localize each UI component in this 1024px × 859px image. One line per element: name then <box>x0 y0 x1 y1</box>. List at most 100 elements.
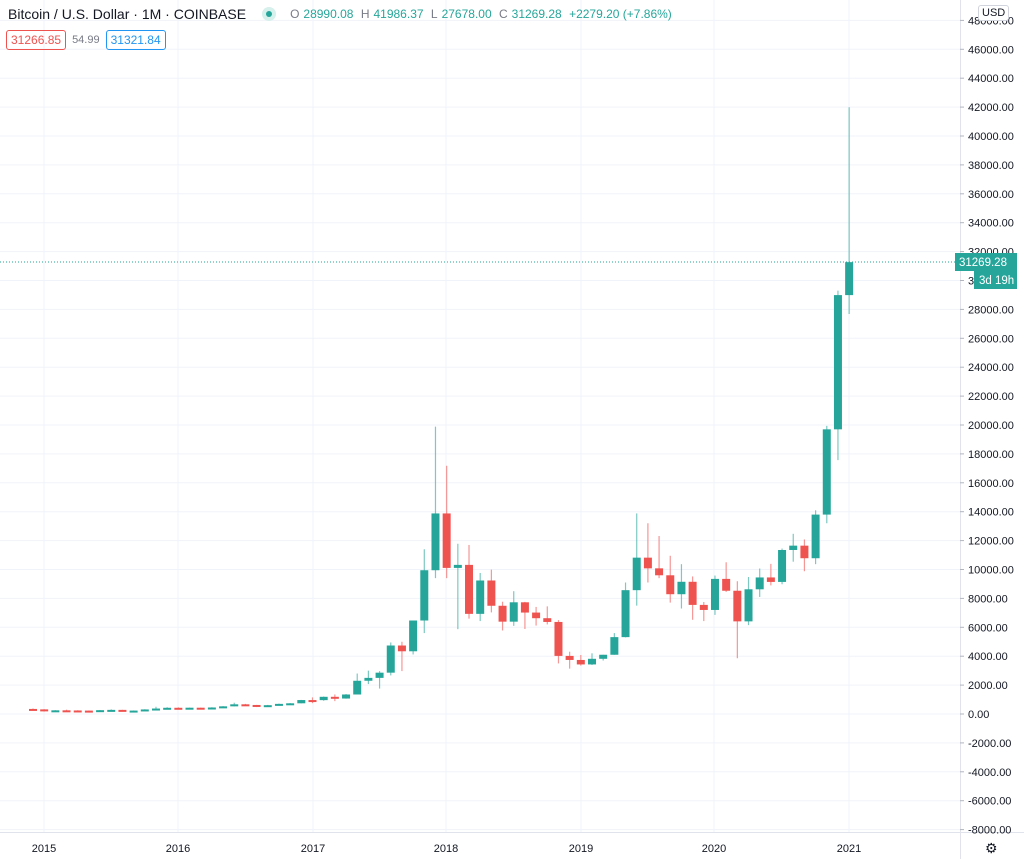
candle <box>40 709 49 712</box>
last-price-label: 31269.28 <box>959 257 1007 269</box>
high-key: H <box>360 7 370 21</box>
currency-button[interactable]: USD <box>978 5 1010 21</box>
countdown-badge <box>974 271 1017 289</box>
candle <box>118 709 127 712</box>
candles <box>29 107 854 713</box>
candle <box>185 707 194 710</box>
candle <box>576 659 585 665</box>
candle <box>342 694 351 699</box>
candle <box>386 645 395 673</box>
price-tick-label: 26000.00 <box>968 333 1014 345</box>
candle <box>151 708 160 711</box>
buy-price-button[interactable]: 31321.84 <box>105 30 166 50</box>
price-tick-label: 24000.00 <box>968 362 1014 374</box>
candle <box>632 557 641 591</box>
time-tick-label: 2017 <box>301 843 325 855</box>
change-value: +2279.20 (+7.86%) <box>569 7 672 21</box>
candle <box>778 549 787 582</box>
price-tick-label: 8000.00 <box>968 593 1008 605</box>
open-key: O <box>290 7 300 21</box>
price-axis[interactable]: 48000.0046000.0044000.0042000.0040000.00… <box>960 15 1014 837</box>
candle <box>554 621 563 656</box>
price-tick-label: -4000.00 <box>968 767 1011 779</box>
candle <box>789 545 798 550</box>
price-tick-label: -2000.00 <box>968 738 1011 750</box>
candle <box>744 589 753 622</box>
low-key: L <box>430 7 438 21</box>
candle <box>286 703 295 706</box>
low-value: 27678.00 <box>441 7 492 21</box>
candle <box>800 545 809 559</box>
price-tick-label: 46000.00 <box>968 44 1014 56</box>
time-tick-label: 2020 <box>702 843 726 855</box>
close-value: 31269.28 <box>511 7 562 21</box>
candle <box>655 568 664 576</box>
settings-gear-icon[interactable]: ⚙ <box>985 840 998 856</box>
candle <box>140 709 149 712</box>
price-tick-label: 4000.00 <box>968 651 1008 663</box>
grid-lines <box>0 0 960 832</box>
candle <box>73 710 82 713</box>
time-tick-label: 2016 <box>166 843 190 855</box>
candle <box>207 707 216 710</box>
candle <box>710 578 719 610</box>
candle <box>196 707 205 710</box>
candle <box>375 672 384 678</box>
candle <box>308 700 317 703</box>
symbol-title[interactable]: Bitcoin / U.S. Dollar · 1M · COINBASE <box>8 6 247 22</box>
price-tick-label: 6000.00 <box>968 622 1008 634</box>
candle <box>476 580 485 614</box>
close-key: C <box>498 7 508 21</box>
candle <box>688 581 697 605</box>
price-tick-label: 38000.00 <box>968 160 1014 172</box>
candle <box>163 707 172 710</box>
candle <box>297 700 306 704</box>
time-tick-label: 2015 <box>32 843 56 855</box>
candle <box>29 708 37 711</box>
candle <box>845 262 854 296</box>
candle <box>420 570 429 621</box>
candle <box>353 680 362 695</box>
candle <box>621 590 630 638</box>
ohlc-values: O 28990.08 H 41986.37 L 27678.00 C 31269.28 … <box>290 7 676 21</box>
price-tick-label: 12000.00 <box>968 536 1014 548</box>
sell-price-button[interactable]: 31266.85 <box>6 30 67 50</box>
candle <box>532 612 541 619</box>
candle <box>96 710 105 713</box>
candle <box>699 604 708 610</box>
candle <box>319 696 328 701</box>
candle <box>599 654 608 659</box>
candle <box>833 295 842 430</box>
candle <box>520 602 529 613</box>
price-tick-label: 22000.00 <box>968 391 1014 403</box>
candle <box>822 429 831 515</box>
price-tick-label: 36000.00 <box>968 189 1014 201</box>
price-tick-label: 34000.00 <box>968 218 1014 230</box>
candle <box>252 704 261 707</box>
price-tick-label: 20000.00 <box>968 420 1014 432</box>
candle <box>666 575 675 595</box>
candle <box>610 637 619 655</box>
candle <box>766 577 775 582</box>
spread-value: 54.99 <box>72 34 100 46</box>
candle <box>722 578 731 591</box>
candle <box>62 710 71 713</box>
price-tick-label: 0.00 <box>968 709 989 721</box>
price-tick-label: 40000.00 <box>968 131 1014 143</box>
price-tick-label: 42000.00 <box>968 102 1014 114</box>
candle <box>84 710 93 713</box>
time-tick-label: 2018 <box>434 843 458 855</box>
candle <box>219 706 228 709</box>
last-price-badge <box>955 253 1017 271</box>
candle <box>431 513 440 571</box>
candle <box>174 707 183 710</box>
candle <box>465 564 474 614</box>
candle <box>263 705 272 708</box>
candle <box>509 602 518 622</box>
time-axis[interactable]: 2015 2016 2017 2018 2019 2020 2021 <box>32 843 861 855</box>
candle <box>51 710 60 713</box>
time-tick-label: 2019 <box>569 843 593 855</box>
price-tick-label: 18000.00 <box>968 449 1014 461</box>
